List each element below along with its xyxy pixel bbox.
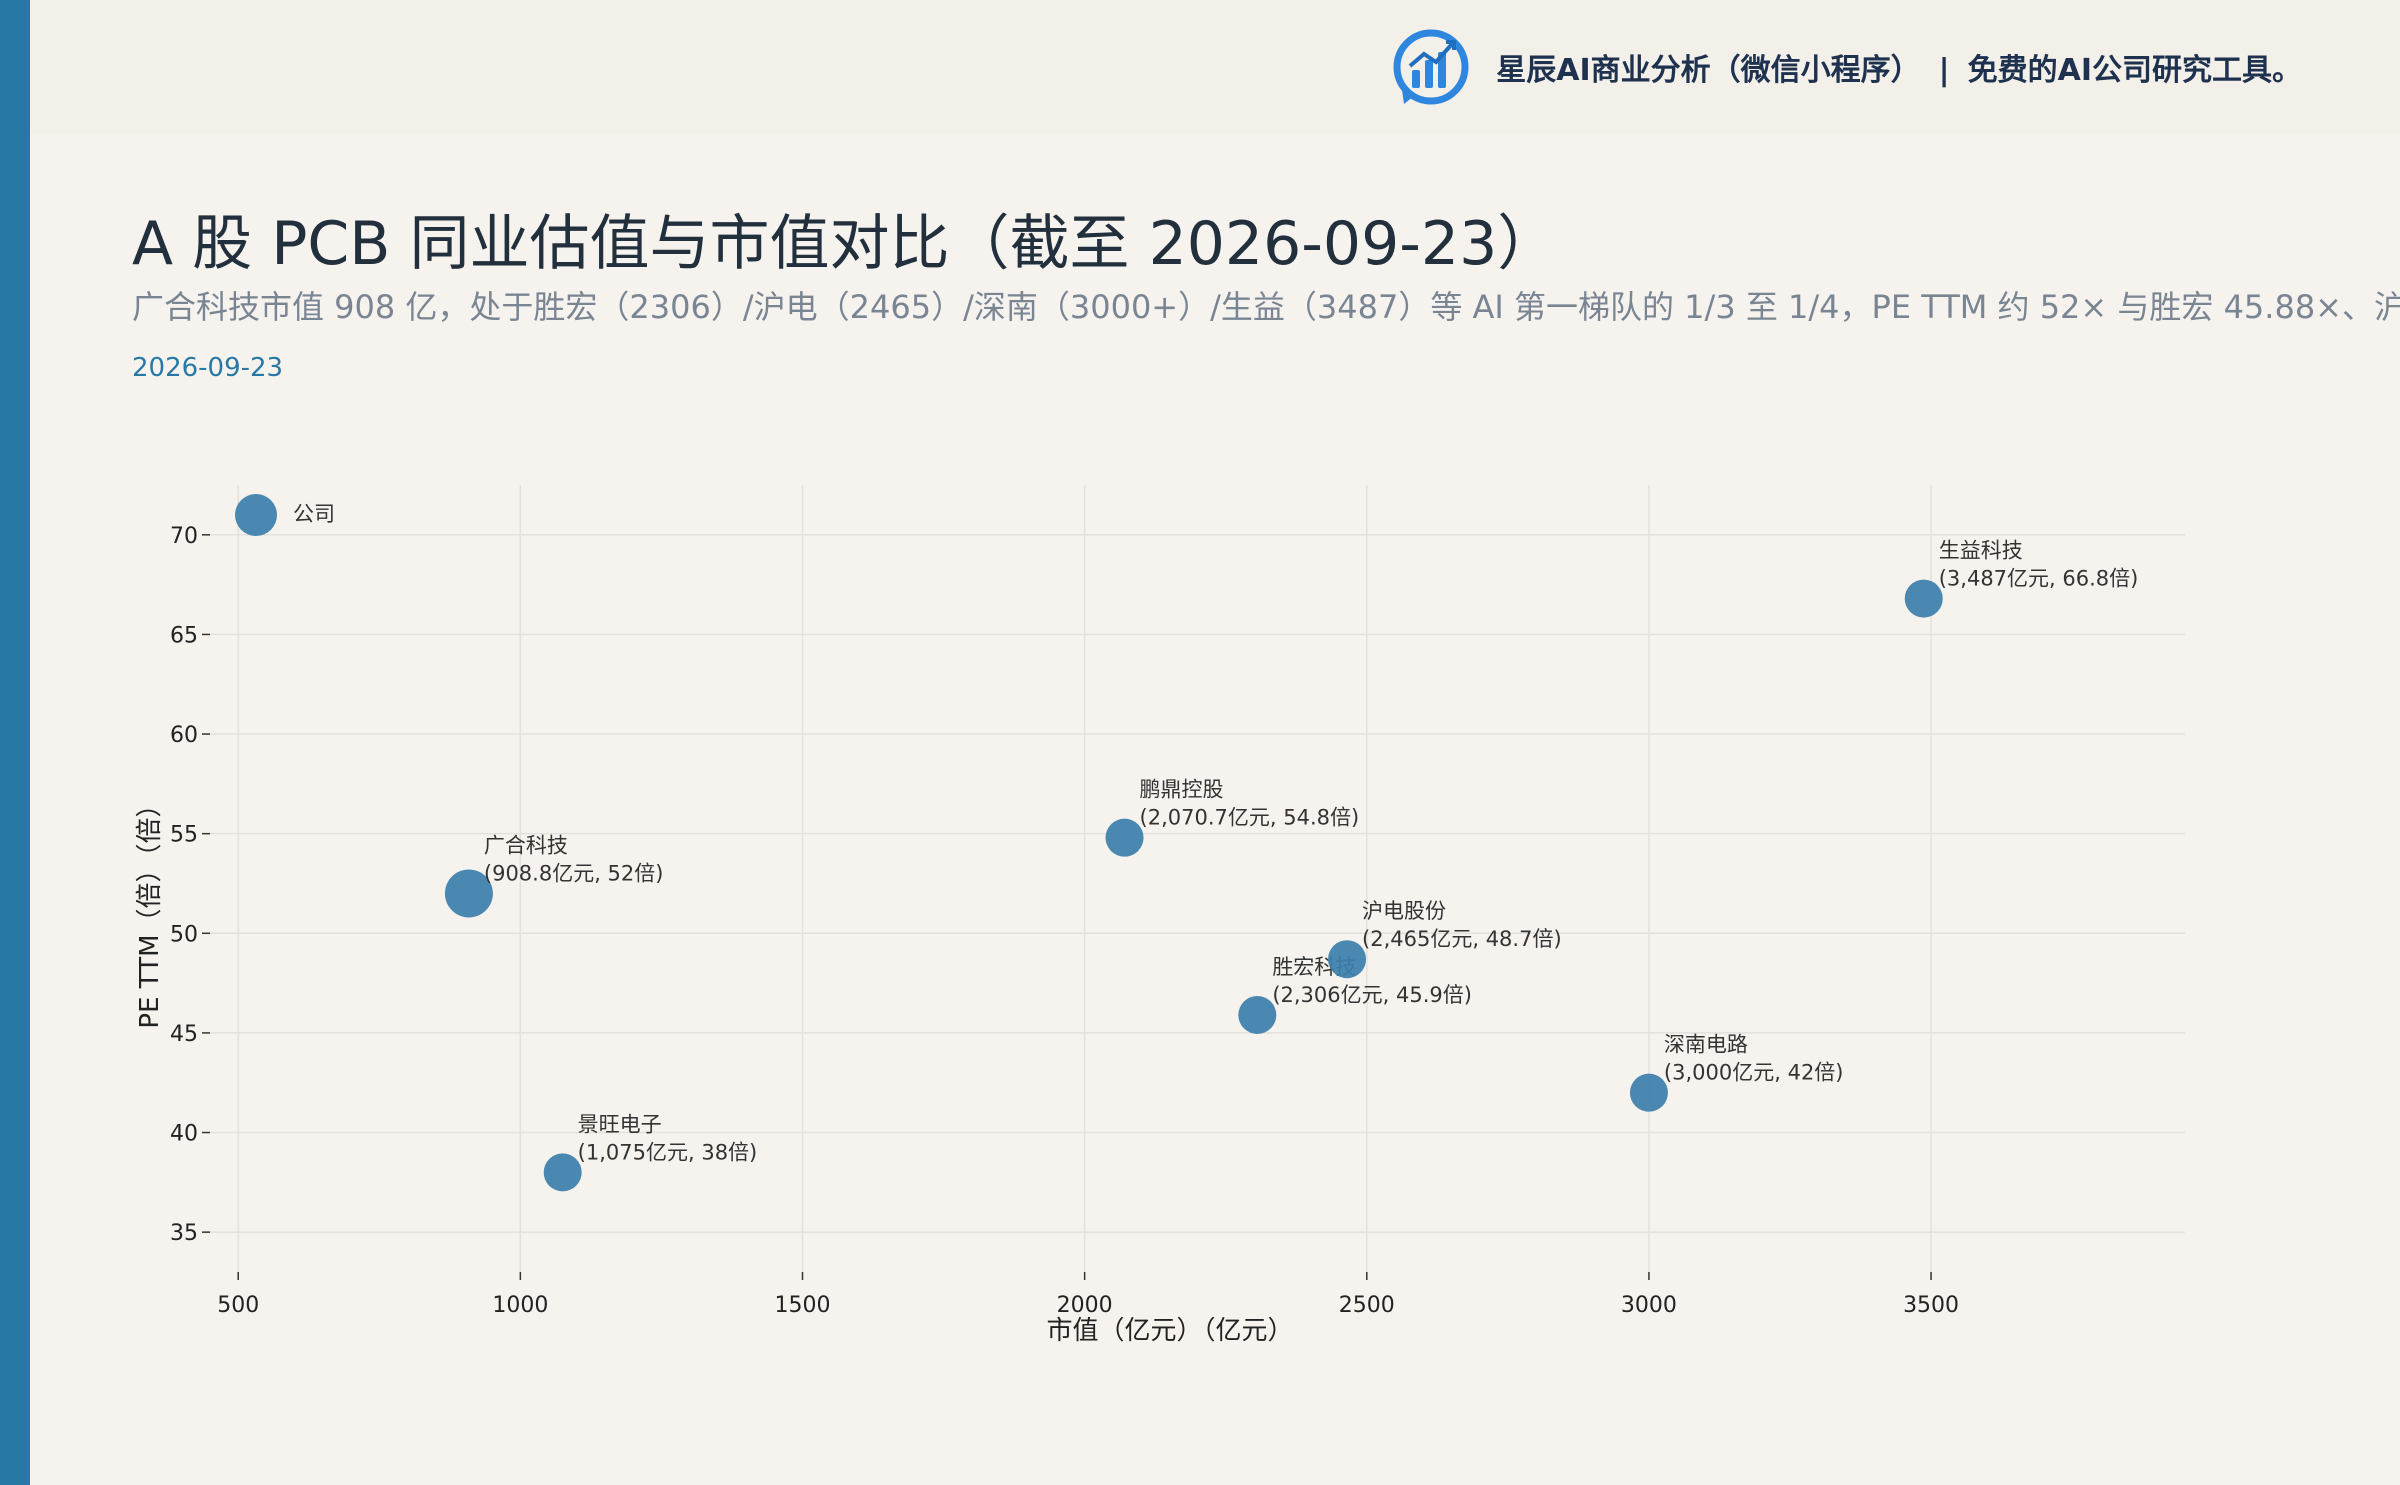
chart-points: 广合科技 (908.8亿元, 52倍) 景旺电子 (1,075亿元, 38倍) 鹏鼎控股…	[235, 494, 2139, 1192]
point-value-label: (3,487亿元, 66.8倍)	[1939, 567, 2139, 591]
y-axis-label: PE TTM（倍）（倍）	[135, 791, 165, 1028]
point-name-label: 沪电股份	[1362, 899, 1446, 923]
page-subtitle: 广合科技市值 908 亿，处于胜宏（2306）/沪电（2465）/深南（3000…	[132, 288, 2400, 326]
y-tick-label: 40	[170, 1122, 198, 1147]
y-tick-label: 70	[170, 524, 198, 549]
brand-separator: |	[1938, 53, 1950, 88]
x-tick-label: 1000	[492, 1293, 548, 1318]
y-tick-label: 65	[170, 623, 198, 648]
x-tick-label: 3500	[1903, 1293, 1959, 1318]
point-name-label: 深南电路	[1664, 1033, 1748, 1057]
y-tick-label: 50	[170, 922, 198, 947]
point-name-label: 广合科技	[484, 833, 568, 857]
x-tick-label: 2000	[1057, 1293, 1113, 1318]
point-value-label: (2,070.7亿元, 54.8倍)	[1140, 806, 1360, 830]
chart-axes: 500 1000 1500 2000 2500 3000 3500 35 40 45 50 55 60 6…	[170, 524, 1959, 1318]
brand-slogan: 免费的AI公司研究工具。	[1967, 53, 2302, 88]
legend-label: 公司	[293, 502, 335, 526]
data-point	[1328, 940, 1367, 979]
page-title: A 股 PCB 同业估值与市值对比（截至 2026-09-23）	[132, 209, 1558, 279]
data-point	[1629, 1073, 1668, 1112]
point-name-label: 鹏鼎控股	[1140, 778, 1224, 802]
top-banner: 星辰AI商业分析（微信小程序） | 免费的AI公司研究工具。	[30, 0, 2400, 134]
point-value-label: (2,306亿元, 45.9倍)	[1272, 983, 1472, 1007]
data-point	[543, 1153, 582, 1192]
bar-chart-logo-icon	[1393, 29, 1469, 105]
legend-marker	[235, 494, 277, 536]
data-point	[1904, 579, 1943, 618]
x-tick-label: 2500	[1339, 1293, 1395, 1318]
brand[interactable]: 星辰AI商业分析（微信小程序） | 免费的AI公司研究工具。	[1392, 22, 2302, 112]
y-tick-label: 55	[170, 823, 198, 848]
point-value-label: (2,465亿元, 48.7倍)	[1362, 927, 1562, 951]
data-point	[1238, 995, 1277, 1034]
point-value-label: (3,000亿元, 42倍)	[1664, 1061, 1844, 1085]
chart-grid	[210, 485, 2185, 1272]
point-value-label: (1,075亿元, 38倍)	[578, 1140, 758, 1164]
data-point	[1105, 818, 1144, 857]
y-tick-label: 60	[170, 723, 198, 748]
point-name-label: 生益科技	[1939, 539, 2023, 563]
point-value-label: (908.8亿元, 52倍)	[484, 861, 664, 885]
point-name-label: 景旺电子	[578, 1112, 662, 1136]
y-tick-label: 35	[170, 1221, 198, 1246]
x-axis-label: 市值（亿元）（亿元）	[1046, 1316, 1293, 1346]
left-accent-bar	[0, 0, 30, 1485]
brand-name: 星辰AI商业分析（微信小程序）	[1496, 53, 1921, 88]
report-date: 2026-09-23	[132, 353, 284, 383]
x-tick-label: 500	[217, 1293, 259, 1318]
data-point	[444, 869, 493, 918]
x-tick-label: 1500	[775, 1293, 831, 1318]
x-tick-label: 3000	[1621, 1293, 1677, 1318]
y-tick-label: 45	[170, 1022, 198, 1047]
